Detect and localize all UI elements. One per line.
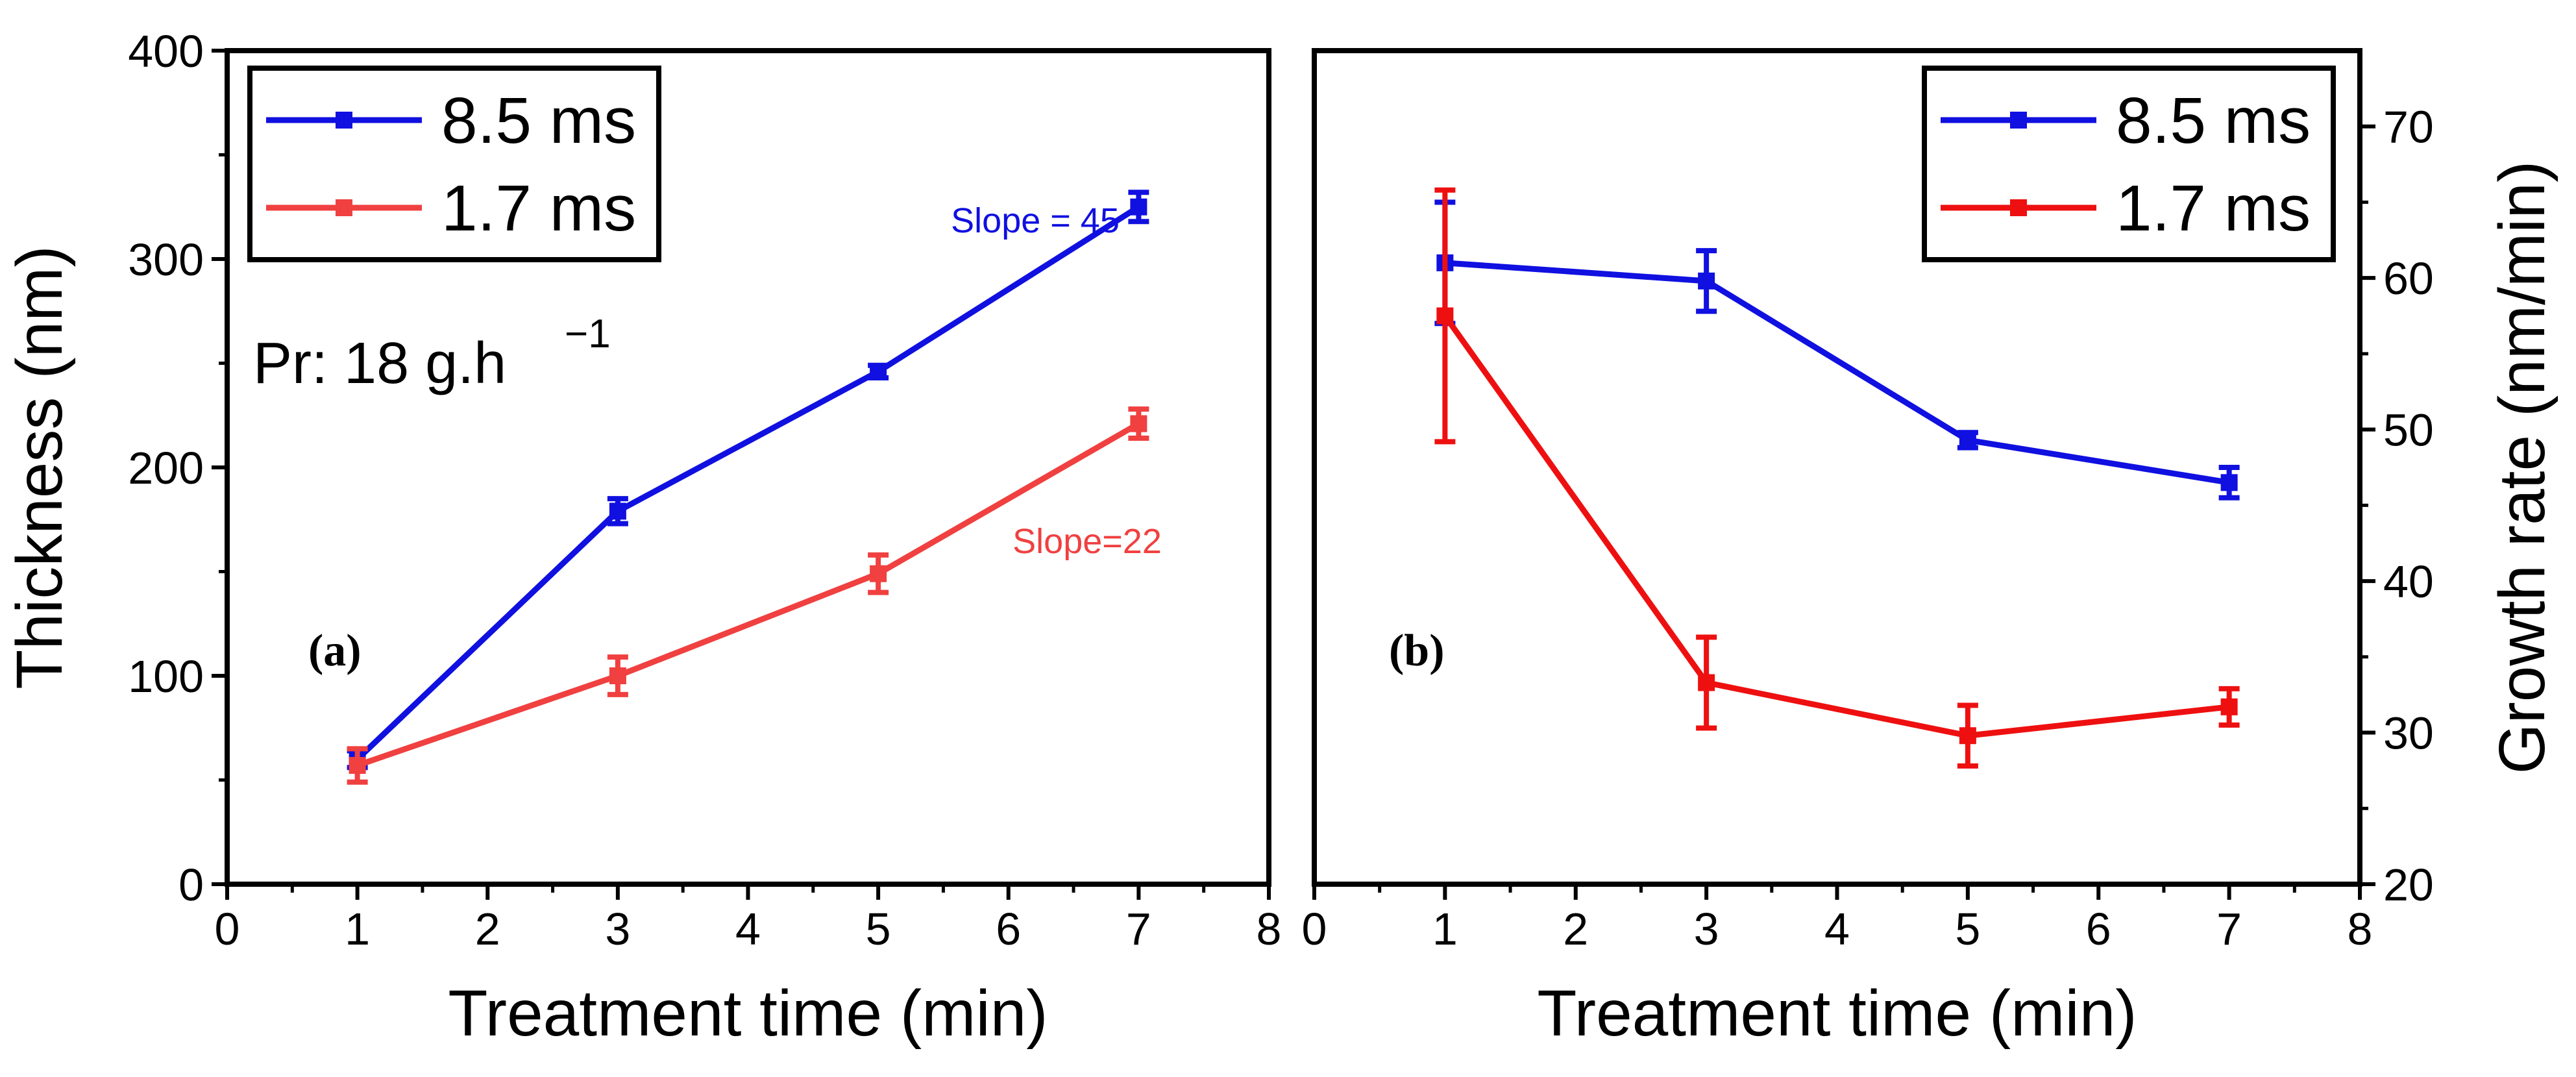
x-tick-label: 5 — [1955, 904, 1980, 954]
x-tick-label: 8 — [2348, 904, 2373, 954]
series-line-1 — [1442, 314, 2230, 739]
series-line-0 — [355, 204, 1140, 761]
data-point — [1698, 272, 1715, 290]
y-tick-label: 30 — [2383, 708, 2434, 759]
panel-letter: (b) — [1389, 626, 1445, 676]
series-line-0 — [1445, 260, 2230, 486]
y-axis-label: Thickness (nm) — [3, 245, 76, 689]
x-tick-label: 7 — [2216, 904, 2242, 954]
x-tick-label: 3 — [605, 904, 630, 954]
legend-label: 8.5 ms — [441, 84, 636, 157]
y-tick-label: 70 — [2383, 102, 2434, 153]
y-tick-label: 300 — [128, 234, 204, 285]
x-tick-label: 2 — [1563, 904, 1588, 954]
data-point — [1959, 727, 1976, 745]
y-tick-label: 100 — [128, 651, 204, 702]
x-tick-label: 7 — [1126, 904, 1151, 954]
y-tick-label: 20 — [2383, 860, 2434, 910]
data-point — [609, 667, 626, 684]
data-point — [870, 565, 887, 582]
x-tick-label: 2 — [475, 904, 500, 954]
legend-marker — [2010, 112, 2027, 129]
legend-marker — [336, 112, 352, 129]
data-point — [349, 757, 366, 774]
data-point — [1698, 674, 1715, 691]
legend-label: 8.5 ms — [2116, 84, 2311, 157]
condition-note-superscript: −1 — [565, 312, 611, 356]
legend-marker — [336, 199, 352, 216]
legend-box — [1922, 66, 2336, 262]
x-tick-label: 4 — [1824, 904, 1850, 954]
x-tick-label: 3 — [1694, 904, 1719, 954]
legend-marker — [2010, 199, 2027, 216]
slope-annotation: Slope=22 — [1012, 522, 1162, 561]
y-tick-label: 400 — [128, 26, 204, 77]
y-tick-label: 60 — [2383, 253, 2434, 304]
x-tick-label: 8 — [1257, 904, 1282, 954]
x-tick-label: 1 — [1432, 904, 1458, 954]
slope-annotation: Slope = 45 — [951, 201, 1120, 240]
y-tick-label: 200 — [128, 443, 204, 493]
y-tick-label: 50 — [2383, 405, 2434, 456]
x-axis-label: Treatment time (min) — [448, 977, 1048, 1050]
y-axis-label: Growth rate (nm/min) — [2486, 161, 2558, 774]
data-point — [1130, 198, 1147, 216]
legend-label: 1.7 ms — [441, 172, 636, 245]
panel-letter: (a) — [308, 626, 362, 676]
data-point — [2220, 474, 2238, 491]
y-tick-label: 0 — [178, 860, 204, 910]
legend-box — [247, 66, 661, 262]
chart-panel-a: 0 1 2 3 4 5 6 7 8 0 100 200 300 400 Treatment time (mi… — [3, 26, 1281, 1050]
data-point — [870, 363, 887, 380]
x-tick-label: 5 — [866, 904, 891, 954]
legend-label: 1.7 ms — [2116, 172, 2311, 245]
condition-note: Pr: 18 g.h — [253, 331, 506, 396]
x-tick-label: 6 — [996, 904, 1021, 954]
data-point — [2220, 698, 2238, 715]
x-axis-label: Treatment time (min) — [1537, 977, 2137, 1050]
y-tick-label: 40 — [2383, 556, 2434, 607]
x-tick-label: 0 — [215, 904, 240, 954]
x-tick-label: 6 — [2086, 904, 2111, 954]
x-tick-label: 1 — [345, 904, 370, 954]
series-line-1 — [356, 421, 1140, 769]
x-tick-label: 4 — [735, 904, 761, 954]
data-point — [1959, 431, 1976, 449]
data-point — [1436, 307, 1454, 325]
data-point — [609, 502, 626, 520]
x-tick-label: 0 — [1302, 904, 1327, 954]
data-point — [1130, 415, 1147, 432]
chart-panel-b: 0 1 2 3 4 5 6 7 820 30 40 50 60 70 Treatment time (min… — [1302, 48, 2558, 1050]
